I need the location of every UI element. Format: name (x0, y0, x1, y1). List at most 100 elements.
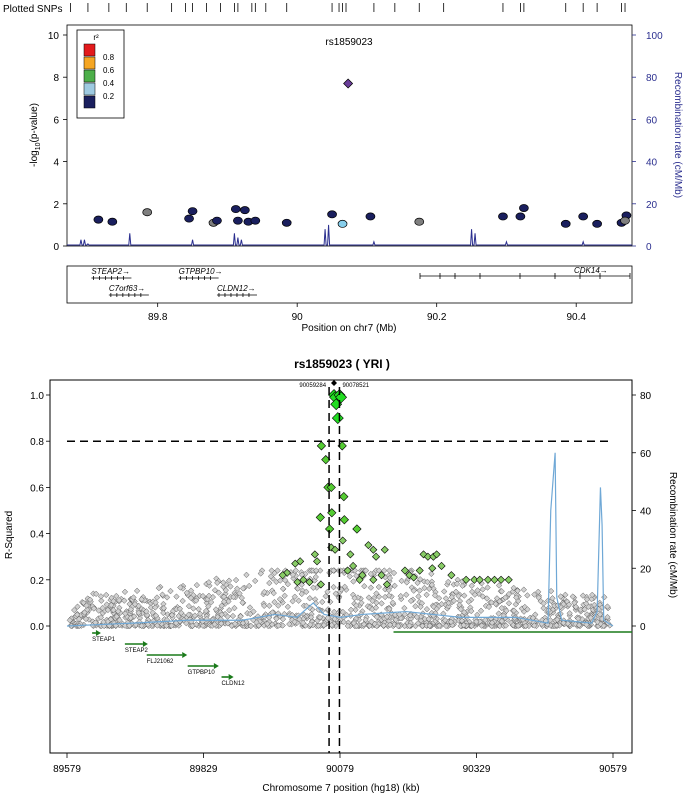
proxy-label: 90059284 (299, 383, 326, 389)
low-ld-snp (396, 611, 403, 618)
high-ld-snp (339, 515, 349, 525)
low-ld-snp (212, 606, 220, 613)
low-ld-snp (369, 597, 376, 605)
low-ld-snp (279, 622, 286, 629)
low-ld-snp (386, 621, 394, 629)
low-ld-snp (208, 599, 215, 606)
low-ld-snp (442, 622, 450, 630)
low-ld-snp (131, 601, 139, 608)
low-ld-snp (172, 619, 180, 627)
low-ld-snp (514, 587, 521, 594)
low-ld-snp (346, 573, 353, 580)
snp-point (233, 216, 243, 225)
low-ld-snp (215, 589, 222, 596)
low-ld-snp (307, 614, 315, 621)
snp-point (592, 219, 602, 228)
snp-point (365, 212, 376, 221)
low-ld-snp (484, 584, 491, 591)
low-ld-snp (163, 622, 170, 629)
top-y2-label: Recombination rate (cM/Mb) (672, 72, 683, 198)
gene-track-frame (66, 265, 633, 304)
high-ld-snp (339, 492, 349, 502)
low-ld-snp (381, 567, 388, 574)
low-ld-snp (143, 608, 150, 615)
snp-point (184, 214, 194, 223)
snp-point (142, 208, 153, 217)
high-ld-snp (432, 550, 441, 559)
low-ld-snp (282, 577, 289, 584)
low-ld-snp (560, 600, 567, 608)
low-ld-snp (218, 611, 225, 618)
low-ld-snp (316, 614, 324, 621)
low-ld-snp (510, 621, 517, 629)
low-ld-snp (199, 592, 207, 600)
high-ld-snp (409, 573, 418, 582)
low-ld-snp (291, 593, 298, 600)
low-ld-snp (275, 602, 282, 609)
high-ld-snp (305, 578, 314, 587)
top-y-tick-label: 8 (53, 73, 59, 84)
low-ld-snp (498, 588, 505, 595)
high-ld-snp (380, 545, 389, 554)
low-ld-snp (522, 622, 529, 630)
gene-label: GTPBP10 (188, 670, 216, 676)
low-ld-snp (315, 622, 322, 629)
low-ld-snp (353, 602, 360, 609)
low-ld-snp (187, 587, 195, 594)
low-ld-snp (373, 613, 381, 621)
high-ld-snp (382, 580, 391, 589)
r2-legend-title: r² (93, 33, 99, 42)
high-ld-snp (299, 575, 308, 584)
top-y-tick-label: 10 (48, 31, 60, 42)
low-ld-snp (136, 618, 143, 626)
bottom-x-axis: 89579 89829 90079 90329 90579 (53, 753, 627, 775)
low-ld-snp (495, 582, 503, 589)
low-ld-snp (160, 609, 167, 617)
low-ld-snp (324, 588, 331, 596)
low-ld-snp (596, 611, 604, 618)
low-ld-snp (138, 596, 145, 603)
low-ld-snp (331, 615, 338, 623)
low-ld-snp (295, 597, 302, 604)
low-ld-snp (173, 593, 180, 600)
top-plot-frame (66, 24, 633, 247)
snp-point (327, 210, 337, 219)
low-ld-snp (152, 599, 159, 606)
low-ld-snp (515, 622, 522, 629)
low-ld-snp (386, 567, 393, 574)
low-ld-snp (298, 581, 305, 588)
top-y2-tick-label: 40 (646, 158, 658, 169)
low-ld-snp (239, 599, 246, 606)
low-ld-snp (549, 595, 556, 602)
low-ld-snp (155, 584, 163, 592)
low-ld-snp (457, 605, 464, 613)
low-ld-snp (130, 594, 137, 601)
low-ld-snp (275, 622, 282, 629)
low-ld-snp (98, 597, 105, 604)
high-ld-snp (346, 550, 355, 559)
low-ld-snp (220, 579, 227, 586)
low-ld-snp (531, 591, 538, 598)
gene-arrow (213, 663, 219, 669)
low-ld-snp (121, 597, 128, 604)
low-ld-snp (315, 606, 322, 613)
low-ld-snp (485, 603, 493, 611)
low-ld-snp (268, 621, 276, 628)
low-ld-snp (261, 602, 268, 609)
low-ld-snp (225, 598, 232, 605)
top-x-label: Position on chr7 (Mb) (301, 323, 396, 334)
top-y-tick-label: 6 (53, 115, 59, 126)
low-ld-snp (510, 607, 518, 614)
low-ld-snp (319, 598, 326, 606)
low-ld-snp (191, 612, 199, 619)
low-ld-snp (74, 603, 81, 610)
low-ld-snp (412, 603, 419, 610)
top-points (93, 78, 632, 228)
low-ld-snp (97, 593, 105, 600)
low-ld-snp (299, 619, 307, 627)
snp-point (578, 212, 589, 221)
high-ld-snp (415, 566, 424, 575)
low-ld-snp (403, 579, 410, 586)
low-ld-snp (442, 617, 449, 624)
r2-legend-swatch (83, 69, 96, 83)
